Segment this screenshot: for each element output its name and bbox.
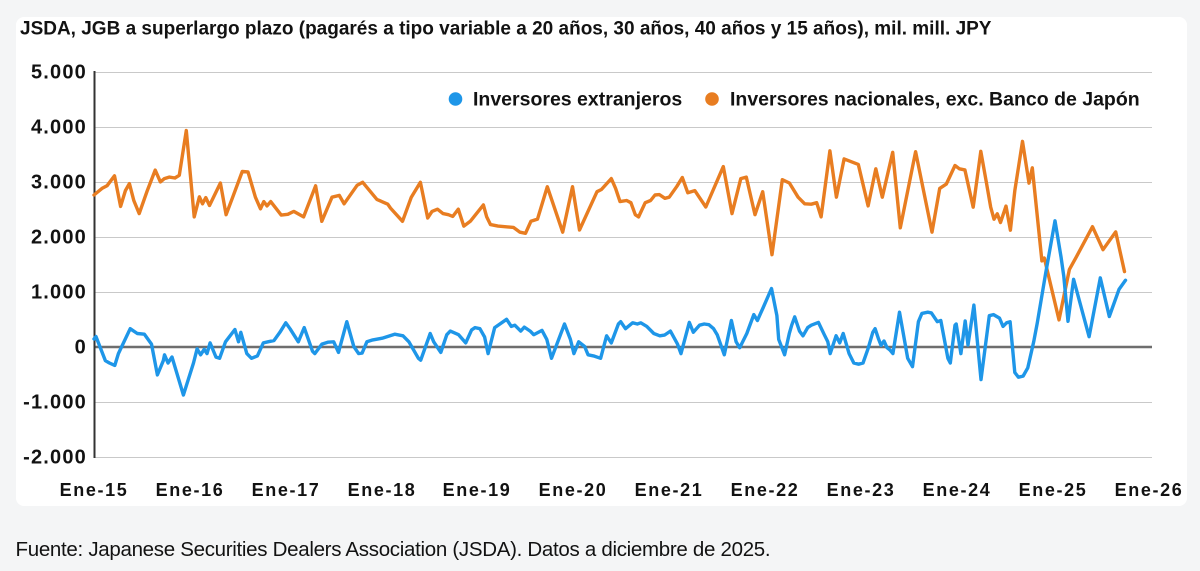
svg-text:Inversores extranjeros: Inversores extranjeros bbox=[473, 89, 682, 111]
svg-text:3.000: 3.000 bbox=[31, 172, 87, 194]
svg-text:-2.000: -2.000 bbox=[23, 447, 87, 469]
svg-text:Ene-25: Ene-25 bbox=[1019, 480, 1088, 500]
svg-text:Ene-20: Ene-20 bbox=[539, 480, 608, 500]
svg-text:Ene-24: Ene-24 bbox=[923, 480, 992, 500]
svg-text:2.000: 2.000 bbox=[31, 227, 87, 249]
svg-text:Ene-16: Ene-16 bbox=[156, 480, 225, 500]
svg-text:Ene-15: Ene-15 bbox=[60, 480, 129, 500]
svg-text:Ene-23: Ene-23 bbox=[827, 480, 896, 500]
svg-text:JSDA, JGB a superlargo plazo (: JSDA, JGB a superlargo plazo (pagarés a … bbox=[20, 19, 992, 40]
svg-text:0: 0 bbox=[75, 337, 87, 359]
svg-text:Inversores nacionales, exc. Ba: Inversores nacionales, exc. Banco de Jap… bbox=[730, 89, 1140, 111]
svg-text:Ene-21: Ene-21 bbox=[635, 480, 704, 500]
svg-text:5.000: 5.000 bbox=[31, 62, 87, 84]
svg-text:Ene-19: Ene-19 bbox=[443, 480, 512, 500]
svg-text:Fuente: Japanese Securities De: Fuente: Japanese Securities Dealers Asso… bbox=[16, 538, 771, 561]
svg-text:Ene-18: Ene-18 bbox=[348, 480, 417, 500]
svg-text:Ene-26: Ene-26 bbox=[1115, 480, 1184, 500]
svg-text:-1.000: -1.000 bbox=[23, 392, 87, 414]
svg-text:4.000: 4.000 bbox=[31, 117, 87, 139]
svg-text:Ene-17: Ene-17 bbox=[252, 480, 321, 500]
svg-text:1.000: 1.000 bbox=[31, 282, 87, 304]
svg-text:Ene-22: Ene-22 bbox=[731, 480, 800, 500]
